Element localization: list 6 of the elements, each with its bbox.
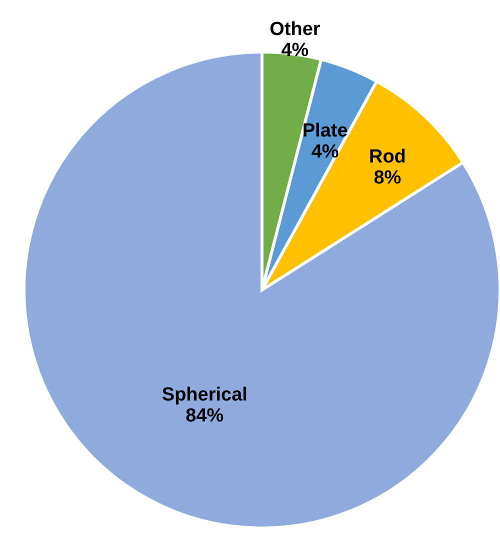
data-label: 84% — [186, 405, 224, 426]
slice-label: Spherical — [162, 384, 248, 406]
slice-label: Rod — [368, 146, 406, 168]
data-label: 8% — [374, 167, 402, 188]
slice-label: Other — [270, 19, 321, 40]
data-label: 4% — [281, 40, 309, 62]
